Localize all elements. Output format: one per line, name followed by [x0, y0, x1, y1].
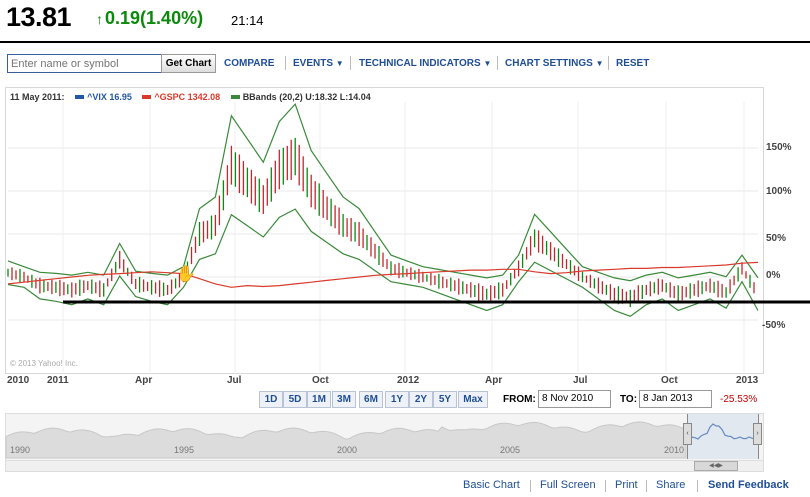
vix-candles — [7, 137, 755, 308]
menu-chart-settings[interactable]: CHART SETTINGS ▼ — [505, 58, 603, 69]
menu-reset[interactable]: RESET — [616, 58, 650, 69]
navigator-selection[interactable] — [687, 414, 759, 459]
navigator-selected-line — [688, 423, 756, 440]
legend-swatch-gspc — [142, 95, 152, 99]
navigator-year-label: 2005 — [500, 445, 521, 455]
range-button-2y[interactable]: 2Y — [409, 391, 433, 408]
x-tick-label: Jul — [227, 375, 242, 386]
chevron-down-icon: ▼ — [483, 59, 492, 68]
y-tick-label: -50% — [762, 320, 786, 331]
quote-price: 13.81 — [6, 2, 72, 32]
header-divider — [0, 41, 810, 43]
arrow-up-icon: ↑ — [96, 11, 103, 27]
quote-change: ↑ 0.19(1.40%) — [96, 8, 203, 29]
x-tick-label: Oct — [661, 375, 678, 386]
navigator-right-handle[interactable]: › — [753, 423, 762, 445]
navigator-scrollbar[interactable] — [5, 460, 764, 472]
navigator-scroll-thumb[interactable]: ◀◀▶ — [694, 461, 738, 471]
footer-separator — [530, 480, 531, 492]
range-button-max[interactable]: Max — [458, 391, 488, 408]
menu-compare[interactable]: COMPARE — [224, 58, 275, 69]
menu-events-label: EVENTS — [293, 58, 334, 69]
chart-frame[interactable] — [5, 87, 764, 374]
x-tick-label: 2013 — [736, 375, 759, 386]
y-tick-label: 0% — [766, 270, 781, 281]
hand-cursor-icon: ✋ — [176, 266, 196, 283]
bollinger-bands — [7, 102, 759, 317]
menu-separator — [350, 56, 351, 70]
menu-events[interactable]: EVENTS ▼ — [293, 58, 344, 69]
footer-separator — [646, 480, 647, 492]
navigator-year-label: 1990 — [10, 445, 31, 455]
chart-legend: 11 May 2011: ^VIX 16.95 ^GSPC 1342.08 BB… — [10, 92, 371, 102]
menu-chart-settings-label: CHART SETTINGS — [505, 58, 593, 69]
legend-date: 11 May 2011: — [10, 92, 65, 102]
quote-time: 21:14 — [231, 13, 264, 28]
navigator-year-label: 2010 — [664, 445, 685, 455]
range-button-6m[interactable]: 6M — [359, 391, 383, 408]
footer-full-screen[interactable]: Full Screen — [540, 479, 596, 491]
copyright-text: © 2013 Yahoo! Inc. — [10, 359, 78, 368]
chevron-down-icon: ▼ — [335, 59, 344, 68]
range-button-5d[interactable]: 5D — [283, 391, 307, 408]
y-tick-label: 150% — [766, 142, 792, 153]
change-value: 0.19 — [105, 8, 141, 28]
menu-separator — [285, 56, 286, 70]
menu-technical-indicators-label: TECHNICAL INDICATORS — [359, 58, 481, 69]
y-tick-label: 100% — [766, 186, 792, 197]
navigator-year-label: 1995 — [174, 445, 195, 455]
x-tick-label: 2010 — [7, 375, 30, 386]
chart-grid — [8, 102, 758, 372]
footer-send-feedback[interactable]: Send Feedback — [708, 479, 789, 491]
range-button-1d[interactable]: 1D — [259, 391, 283, 408]
gspc-line — [7, 261, 759, 288]
x-tick-label: Apr — [135, 375, 153, 386]
x-tick-label: 2012 — [397, 375, 420, 386]
legend-bbands: BBands (20,2) U:18.32 L:14.04 — [242, 92, 371, 102]
footer-share[interactable]: Share — [656, 479, 686, 491]
x-tick-label: Jul — [573, 375, 588, 386]
from-label: FROM: — [503, 394, 536, 405]
navigator-area — [5, 421, 687, 459]
to-label: TO: — [620, 394, 638, 405]
x-tick-label: Oct — [312, 375, 329, 386]
range-button-5y[interactable]: 5Y — [433, 391, 457, 408]
y-tick-label: 50% — [766, 233, 787, 244]
bbands-lower-line — [7, 208, 759, 317]
get-chart-button[interactable]: Get Chart — [161, 54, 216, 73]
legend-gspc: ^GSPC 1342.08 — [154, 92, 221, 102]
navigator-year-label: 2000 — [337, 445, 358, 455]
menu-technical-indicators[interactable]: TECHNICAL INDICATORS ▼ — [359, 58, 491, 69]
bbands-upper-line — [7, 102, 759, 282]
footer-separator — [697, 480, 698, 492]
range-button-1y[interactable]: 1Y — [385, 391, 409, 408]
menu-separator — [608, 56, 609, 70]
x-tick-label: Apr — [485, 375, 503, 386]
series-lines — [7, 261, 759, 288]
navigator-left-handle[interactable]: ‹ — [683, 423, 692, 445]
footer-basic-chart[interactable]: Basic Chart — [463, 479, 520, 491]
legend-swatch-vix — [75, 95, 85, 99]
menu-separator — [497, 56, 498, 70]
range-button-1m[interactable]: 1M — [307, 391, 331, 408]
from-date-field[interactable]: 8 Nov 2010 — [538, 390, 611, 408]
legend-swatch-bbands — [230, 95, 240, 99]
range-change-percent: -25.53% — [720, 394, 758, 405]
footer-separator — [605, 480, 606, 492]
to-date-field[interactable]: 8 Jan 2013 — [639, 390, 712, 408]
range-button-3m[interactable]: 3M — [332, 391, 356, 408]
x-tick-label: 2011 — [47, 375, 69, 386]
change-percent: (1.40%) — [140, 8, 204, 28]
legend-vix: ^VIX 16.95 — [87, 92, 132, 102]
footer-print[interactable]: Print — [615, 479, 638, 491]
chevron-down-icon: ▼ — [595, 59, 604, 68]
